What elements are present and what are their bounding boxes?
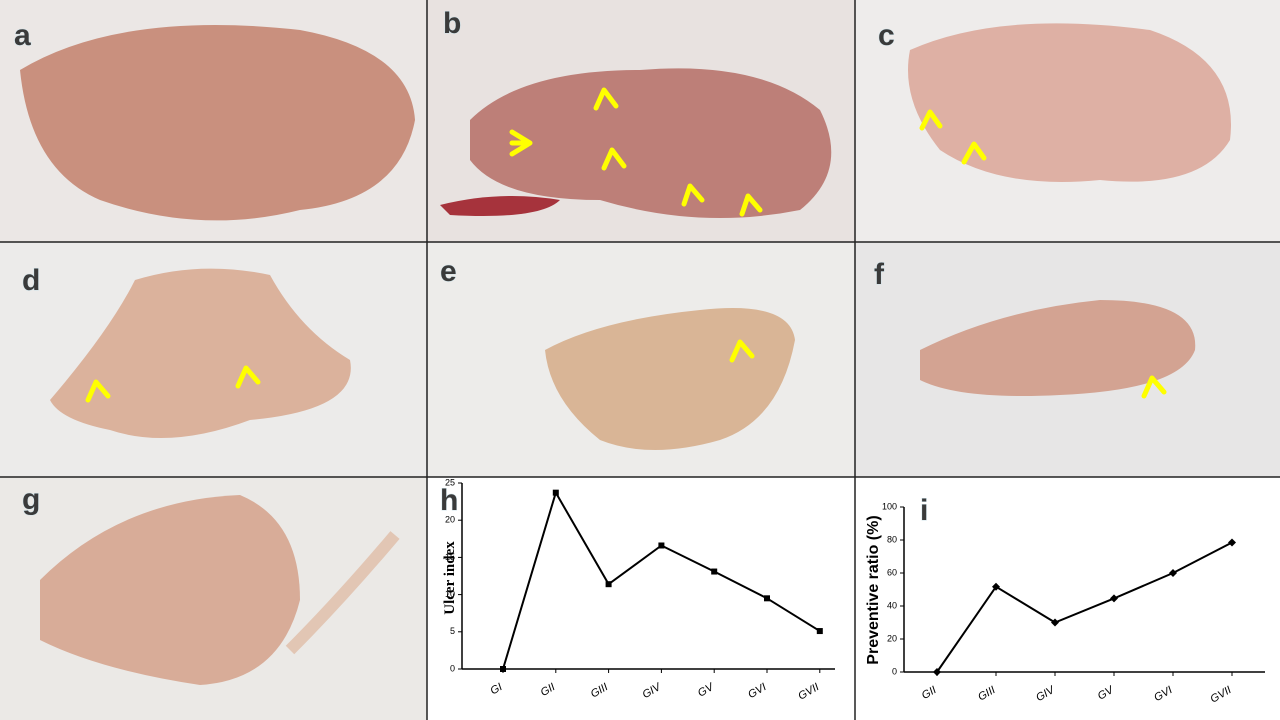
tissue <box>20 25 415 221</box>
y-tick-label: 20 <box>445 515 455 525</box>
tissue <box>920 300 1196 396</box>
panel-label: a <box>14 19 31 52</box>
arrow <box>729 339 755 363</box>
panel-label: g <box>22 483 40 516</box>
tissue <box>908 23 1231 183</box>
data-point <box>711 568 718 575</box>
panel-label: h <box>440 484 458 517</box>
data-line <box>936 541 1233 673</box>
arrow <box>681 183 705 207</box>
data-point <box>605 581 612 588</box>
data-point <box>1110 594 1118 603</box>
panel-label: f <box>874 258 885 291</box>
arrow <box>1141 375 1167 399</box>
panel-label: i <box>920 494 928 527</box>
y-tick-label: 10 <box>445 589 455 599</box>
arrows <box>85 87 1167 403</box>
panel-label: c <box>878 19 895 52</box>
data-point <box>658 542 665 549</box>
panel-label: e <box>440 255 457 288</box>
y-tick-label: 20 <box>887 633 897 643</box>
chart-panel-h <box>427 477 855 720</box>
tissue <box>50 268 351 438</box>
chart-panel-i <box>855 477 1280 720</box>
y-tick-label: 60 <box>887 567 897 577</box>
y-tick-label: 0 <box>450 663 455 673</box>
tissue <box>545 308 795 450</box>
arrow <box>593 87 619 111</box>
data-point <box>992 582 1000 591</box>
tissue <box>470 68 832 218</box>
panel-label: d <box>22 264 40 297</box>
x-tick-label: GI <box>488 681 504 697</box>
arrow <box>961 141 987 165</box>
y-tick-label: 25 <box>445 477 455 487</box>
data-point <box>816 628 823 635</box>
arrow <box>509 129 533 157</box>
y-tick-label: 100 <box>882 501 897 511</box>
y-axis-label: Preventive ratio (%) <box>865 515 882 664</box>
arrow <box>601 147 627 171</box>
tissue <box>285 531 400 655</box>
panel-label: b <box>443 7 461 40</box>
data-point <box>552 489 559 496</box>
y-tick-label: 0 <box>892 666 897 676</box>
data-point <box>500 666 506 672</box>
arrow <box>235 365 261 389</box>
data-point <box>764 595 770 602</box>
y-axis-label: Ulcer index <box>442 541 458 615</box>
data-point <box>1169 569 1177 577</box>
tissue <box>40 495 300 685</box>
arrow <box>919 109 943 131</box>
y-tick-label: 40 <box>887 600 897 610</box>
y-tick-label: 15 <box>445 552 455 562</box>
data-point <box>933 668 941 676</box>
arrow <box>85 379 111 403</box>
data-point <box>1051 618 1059 627</box>
data-point <box>1228 538 1236 547</box>
tissue <box>440 196 560 216</box>
arrow <box>739 193 763 217</box>
y-tick-label: 80 <box>887 534 897 544</box>
y-tick-label: 5 <box>450 626 455 636</box>
